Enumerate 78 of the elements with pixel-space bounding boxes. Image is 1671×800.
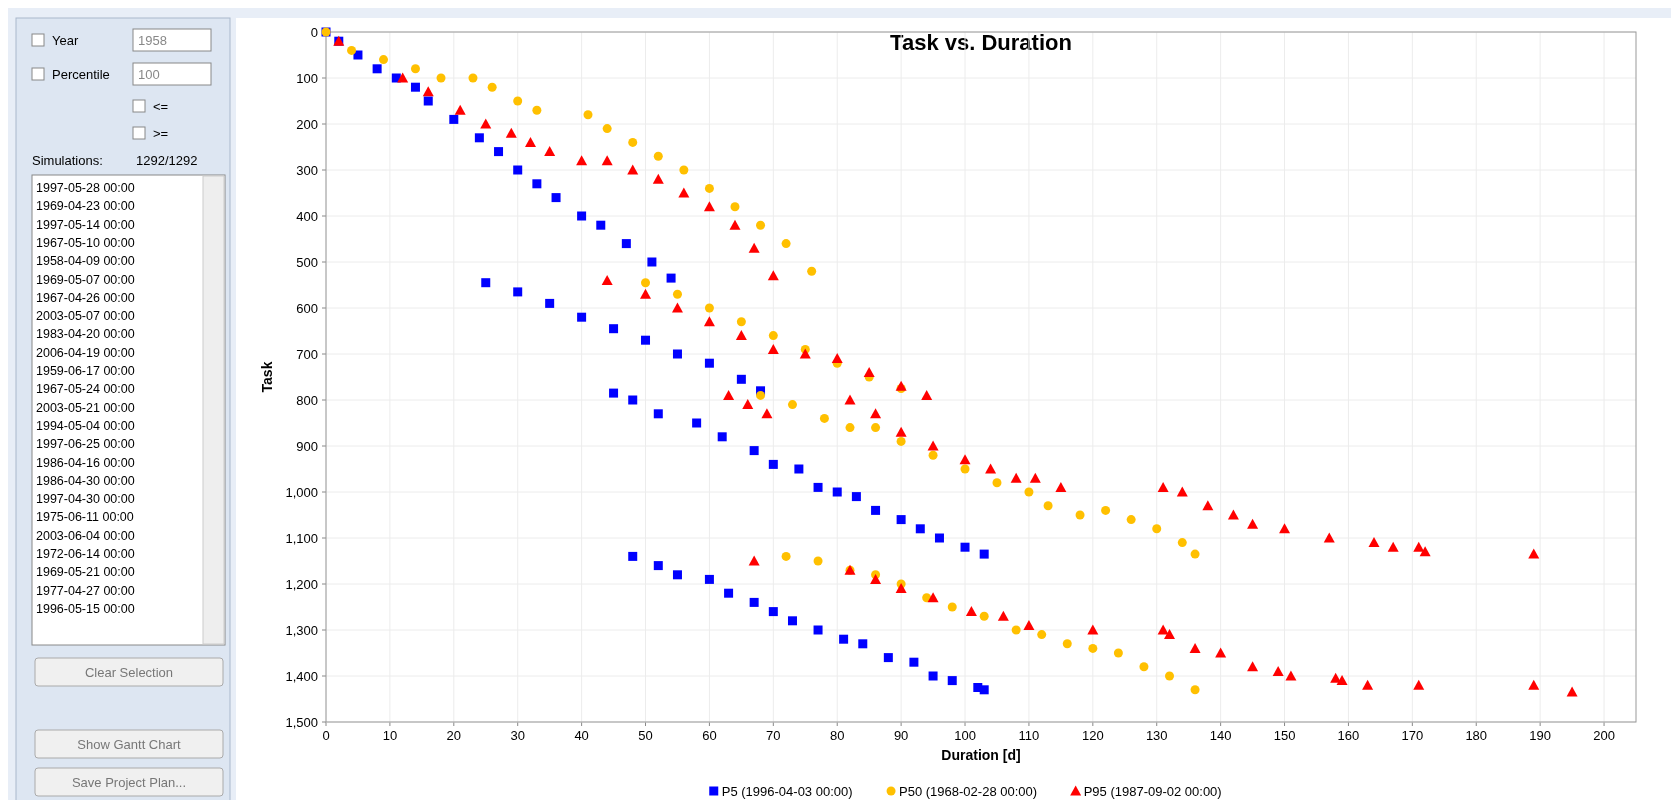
y-tick-label: 200 bbox=[296, 116, 318, 132]
text: 1975-06-11 00:00 bbox=[36, 510, 134, 525]
text: Year bbox=[52, 33, 79, 48]
text: Simulations: bbox=[32, 153, 103, 168]
text: 1997-05-14 00:00 bbox=[36, 217, 135, 232]
x-tick-label: 80 bbox=[829, 728, 845, 743]
text: 1997-04-30 00:00 bbox=[36, 492, 135, 507]
x-tick-label: 20 bbox=[446, 728, 462, 743]
text: Save Project Plan... bbox=[71, 775, 187, 790]
text: >= bbox=[153, 126, 169, 141]
text: 1967-04-26 00:00 bbox=[36, 290, 135, 305]
text: 1972-06-14 00:00 bbox=[36, 547, 135, 561]
x-tick-label: 170 bbox=[1401, 728, 1424, 743]
text: Show Gantt Chart bbox=[77, 737, 182, 752]
x-tick-label: 100 bbox=[954, 728, 976, 743]
y-tick-label: 300 bbox=[296, 162, 318, 178]
text: 2003-06-04 00:00 bbox=[36, 528, 135, 543]
x-tick-label: 0 bbox=[322, 728, 330, 743]
y-tick-label: 500 bbox=[296, 254, 318, 270]
text: 1996-05-15 00:00 bbox=[36, 601, 135, 616]
text: 1994-05-04 00:00 bbox=[36, 418, 135, 433]
text: 1977-04-27 00:00 bbox=[36, 583, 135, 598]
y-tick-label: 1,500 bbox=[285, 714, 318, 730]
text: 1967-05-24 00:00 bbox=[36, 382, 135, 397]
y-tick-label: 0 bbox=[310, 24, 318, 40]
text: 1983-04-20 00:00 bbox=[36, 327, 135, 342]
x-tick-label: 10 bbox=[382, 728, 398, 743]
y-tick-label: 1,300 bbox=[285, 622, 318, 638]
y-tick-label: 100 bbox=[296, 70, 318, 86]
text: 1292/1292 bbox=[136, 153, 198, 168]
text: <= bbox=[153, 99, 169, 114]
x-tick-label: 50 bbox=[638, 728, 653, 743]
text: 1969-04-23 00:00 bbox=[36, 199, 135, 214]
text: 1997-06-25 00:00 bbox=[36, 437, 135, 452]
y-axis-title: Task bbox=[259, 361, 275, 393]
x-tick-label: 40 bbox=[574, 728, 589, 743]
text: 1986-04-30 00:00 bbox=[36, 473, 135, 488]
x-tick-label: 180 bbox=[1465, 728, 1488, 743]
legend-label: P5 (1996-04-03 00:00) bbox=[721, 784, 853, 799]
chart-title: Task vs. Duration bbox=[890, 30, 1072, 55]
y-tick-label: 800 bbox=[296, 392, 318, 408]
x-tick-label: 130 bbox=[1145, 728, 1168, 743]
text: 1958 bbox=[138, 33, 167, 48]
text: 1967-05-10 00:00 bbox=[36, 235, 135, 250]
x-axis-title: Duration [d] bbox=[941, 747, 1021, 763]
x-tick-label: 200 bbox=[1593, 728, 1615, 743]
text: 1969-05-21 00:00 bbox=[36, 565, 135, 580]
y-tick-label: 600 bbox=[296, 300, 318, 316]
legend-label: P50 (1968-02-28 00:00) bbox=[899, 784, 1038, 799]
y-tick-label: 900 bbox=[296, 438, 318, 454]
y-tick-label: 1,100 bbox=[285, 530, 318, 546]
text: 1997-05-28 00:00 bbox=[36, 181, 135, 195]
x-tick-label: 140 bbox=[1209, 728, 1232, 743]
x-tick-label: 150 bbox=[1273, 728, 1296, 743]
x-tick-label: 110 bbox=[1018, 728, 1040, 743]
y-tick-label: 1,200 bbox=[285, 576, 318, 592]
x-tick-label: 60 bbox=[702, 728, 717, 743]
x-tick-label: 120 bbox=[1081, 728, 1104, 743]
legend-label: P95 (1987-09-02 00:00) bbox=[1083, 784, 1222, 799]
y-tick-label: 400 bbox=[296, 208, 318, 224]
x-tick-label: 70 bbox=[766, 728, 781, 743]
x-tick-label: 190 bbox=[1529, 728, 1551, 743]
y-tick-label: 1,000 bbox=[285, 484, 318, 500]
x-tick-label: 30 bbox=[510, 728, 525, 743]
text: 1958-04-09 00:00 bbox=[36, 254, 135, 269]
text: Percentile bbox=[52, 67, 110, 82]
text: 1969-05-07 00:00 bbox=[36, 272, 135, 287]
text: 2006-04-19 00:00 bbox=[36, 345, 135, 360]
y-tick-label: 1,400 bbox=[285, 668, 318, 684]
y-tick-label: 700 bbox=[296, 346, 318, 362]
text: 2003-05-07 00:00 bbox=[36, 309, 135, 324]
text: 1959-06-17 00:00 bbox=[36, 364, 135, 378]
text: 1986-04-16 00:00 bbox=[36, 455, 135, 470]
x-tick-label: 160 bbox=[1337, 728, 1360, 743]
text: 100 bbox=[138, 67, 160, 82]
text: 2003-05-21 00:00 bbox=[36, 400, 135, 415]
x-tick-label: 90 bbox=[893, 728, 909, 743]
text: Clear Selection bbox=[84, 665, 174, 680]
